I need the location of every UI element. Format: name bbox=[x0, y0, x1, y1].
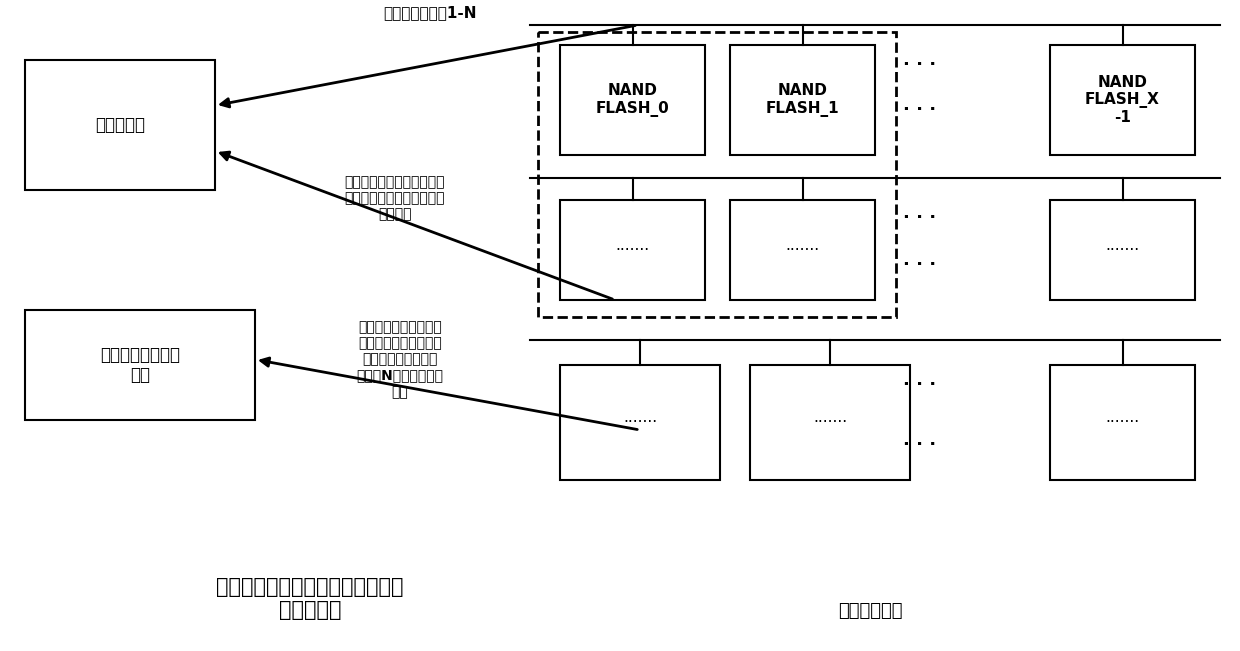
Bar bbox=[730, 45, 875, 155]
Text: · · ·: · · · bbox=[904, 209, 936, 227]
Bar bbox=[730, 200, 875, 300]
Text: ·······: ······· bbox=[1105, 415, 1140, 430]
Text: · · ·: · · · bbox=[904, 101, 936, 119]
Text: ·······: ······· bbox=[813, 415, 847, 430]
Text: 传感器变化情况记
录表: 传感器变化情况记 录表 bbox=[100, 346, 180, 384]
Text: ·······: ······· bbox=[622, 415, 657, 430]
Text: · · ·: · · · bbox=[904, 256, 936, 274]
Text: 记录旧映射表中各物理
块的最后使用地址偏移
位及对应的逻辑页号
（连续N个连续的逻辑
页）: 记录旧映射表中各物理 块的最后使用地址偏移 位及对应的逻辑页号 （连续N个连续的… bbox=[357, 320, 444, 399]
Bar bbox=[560, 365, 720, 480]
Bar bbox=[560, 45, 706, 155]
Text: 插入新的物理块及更新传感器变化
情况记录表: 插入新的物理块及更新传感器变化 情况记录表 bbox=[216, 577, 404, 620]
Bar bbox=[1050, 45, 1195, 155]
Text: ·······: ······· bbox=[1105, 243, 1140, 258]
Bar bbox=[1050, 365, 1195, 480]
Bar bbox=[560, 200, 706, 300]
Bar bbox=[538, 32, 897, 317]
Text: ·······: ······· bbox=[615, 243, 650, 258]
Text: 闪存颗粒阵列: 闪存颗粒阵列 bbox=[838, 602, 903, 620]
Text: NAND
FLASH_0: NAND FLASH_0 bbox=[595, 83, 670, 117]
Text: · · ·: · · · bbox=[904, 376, 936, 394]
Text: 原有的块级映射1-N: 原有的块级映射1-N bbox=[383, 5, 476, 20]
Text: · · ·: · · · bbox=[904, 56, 936, 74]
Text: · · ·: · · · bbox=[904, 436, 936, 454]
Bar bbox=[750, 365, 910, 480]
Bar bbox=[25, 60, 215, 190]
Bar bbox=[25, 310, 255, 420]
Text: ·······: ······· bbox=[785, 243, 820, 258]
Bar bbox=[1050, 200, 1195, 300]
Text: 块级映射表: 块级映射表 bbox=[95, 116, 145, 134]
Text: 根据需求添加在其他闪存颗
粒内分配干净的物理块建立
映射关系: 根据需求添加在其他闪存颗 粒内分配干净的物理块建立 映射关系 bbox=[345, 175, 445, 221]
Text: NAND
FLASH_X
-1: NAND FLASH_X -1 bbox=[1085, 75, 1159, 126]
Text: NAND
FLASH_1: NAND FLASH_1 bbox=[765, 83, 839, 117]
